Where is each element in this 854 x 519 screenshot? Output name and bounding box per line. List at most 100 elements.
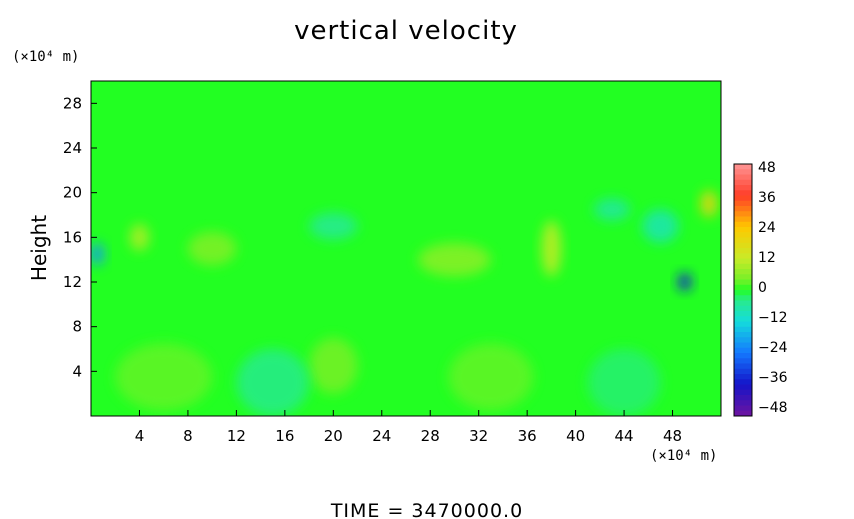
colorbar-segment — [734, 389, 752, 396]
colorbar-segment — [734, 405, 752, 412]
colorbar-segment — [734, 311, 752, 317]
heatmap-feature — [236, 349, 310, 416]
plot-frame — [90, 80, 722, 417]
colorbar-segment — [734, 295, 752, 301]
heatmap-feature — [115, 343, 213, 411]
colorbar-segment — [734, 363, 752, 370]
heatmap-feature — [309, 212, 358, 240]
heatmap-feature — [187, 231, 237, 266]
colorbar-segment — [734, 384, 752, 391]
colorbar-segment — [734, 248, 752, 254]
x-axis-ticks: 4 8 12 16 20 24 28 32 36 40 44 48 — [135, 410, 682, 445]
colorbar-segment — [734, 332, 752, 338]
x-tick-label: 32 — [469, 427, 488, 445]
x-axis-unit: (×10⁴ m) — [650, 448, 717, 464]
colorbar-segment — [734, 221, 752, 228]
colorbar-segment — [734, 179, 752, 186]
x-tick-label: 28 — [421, 427, 440, 445]
x-tick-label: 44 — [615, 427, 634, 445]
colorbar: 48 36 24 12 0 −12 −24 −36 −48 — [733, 160, 788, 417]
heatmap-feature — [91, 242, 105, 266]
colorbar-segment — [734, 200, 752, 207]
colorbar-segment — [734, 410, 752, 417]
colorbar-segment — [734, 379, 752, 385]
colorbar-tick-label: −12 — [758, 310, 788, 326]
colorbar-segment — [734, 258, 752, 265]
heatmap-feature — [448, 343, 534, 411]
colorbar-frame — [733, 163, 753, 417]
colorbar-segment — [734, 284, 752, 291]
colorbar-segment — [734, 347, 752, 354]
x-tick-label: 4 — [135, 427, 145, 445]
colorbar-segment — [734, 185, 752, 191]
x-tick-label: 36 — [518, 427, 537, 445]
colorbar-segment — [734, 395, 752, 401]
colorbar-tick-label: 48 — [758, 160, 776, 176]
colorbar-tick-label: −36 — [758, 370, 788, 386]
colorbar-segment — [734, 216, 752, 223]
heatmap-feature — [593, 198, 631, 221]
colorbar-segment — [734, 263, 752, 270]
colorbar-segment — [734, 227, 752, 233]
colorbar-tick-label: 12 — [758, 250, 776, 266]
y-tick-label: 12 — [63, 273, 82, 291]
colorbar-segment — [734, 337, 752, 343]
x-tick-label: 12 — [227, 427, 246, 445]
chart-title: vertical velocity — [294, 16, 518, 46]
colorbar-segment — [734, 164, 752, 170]
colorbar-segment — [734, 206, 752, 212]
x-tick-label: 16 — [275, 427, 294, 445]
colorbar-segment — [734, 253, 752, 259]
colorbar-segment — [734, 358, 752, 364]
colorbar-segment — [734, 190, 752, 196]
colorbar-segment — [734, 321, 752, 328]
heatmap-features — [91, 190, 718, 416]
x-tick-label: 48 — [663, 427, 682, 445]
heatmap-feature — [309, 337, 358, 394]
colorbar-segment — [734, 211, 752, 217]
colorbar-segment — [734, 353, 752, 359]
heatmap-feature — [700, 190, 718, 218]
colorbar-segment — [734, 290, 752, 296]
colorbar-segment — [734, 232, 752, 238]
x-tick-label: 8 — [183, 427, 193, 445]
heatmap-plot-area — [90, 80, 722, 417]
y-tick-label: 16 — [63, 228, 82, 246]
colorbar-segment — [734, 316, 752, 322]
heatmap-feature — [418, 242, 491, 277]
y-tick-label: 8 — [72, 318, 82, 336]
y-axis-label: Height — [27, 215, 51, 281]
colorbar-segment — [734, 274, 752, 280]
heatmap-feature — [541, 220, 562, 277]
heatmap-feature — [677, 273, 692, 291]
colorbar-tick-label: 24 — [758, 220, 776, 236]
colorbar-segment — [734, 269, 752, 275]
y-axis-ticks: 4 8 12 16 20 24 28 — [63, 94, 97, 380]
colorbar-segment — [734, 174, 752, 181]
y-axis-unit: (×10⁴ m) — [12, 49, 79, 65]
colorbar-segment — [734, 374, 752, 380]
colorbar-segment — [734, 326, 752, 333]
heatmap-feature — [129, 223, 150, 251]
colorbar-segment — [734, 169, 752, 175]
colorbar-segment — [734, 300, 752, 307]
colorbar-segment — [734, 237, 752, 244]
y-tick-label: 24 — [63, 139, 82, 157]
colorbar-segment — [734, 195, 752, 202]
colorbar-tick-label: −48 — [758, 400, 788, 416]
time-footer: TIME = 3470000.0 — [330, 500, 523, 519]
x-tick-label: 24 — [372, 427, 391, 445]
colorbar-segment — [734, 368, 752, 375]
x-tick-label: 20 — [324, 427, 343, 445]
x-tick-label: 40 — [566, 427, 585, 445]
colorbar-segment — [734, 279, 752, 286]
heatmap-feature — [587, 349, 661, 416]
heatmap-feature — [642, 209, 679, 243]
colorbar-segment — [734, 305, 752, 312]
colorbar-tick-label: 0 — [758, 280, 767, 296]
y-tick-label: 4 — [72, 362, 82, 380]
colorbar-segment — [734, 342, 752, 349]
y-tick-label: 28 — [63, 94, 82, 112]
colorbar-segment — [734, 400, 752, 406]
